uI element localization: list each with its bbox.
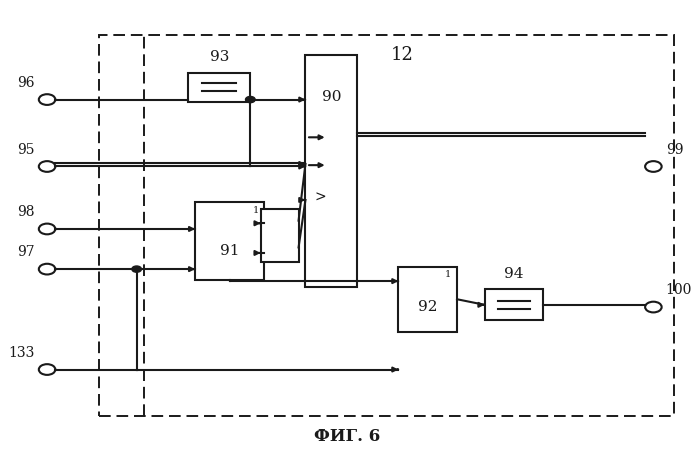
Text: 95: 95 [17, 143, 35, 157]
Text: 92: 92 [418, 300, 438, 314]
Text: 91: 91 [220, 244, 240, 258]
Text: ФИГ. 6: ФИГ. 6 [314, 428, 380, 445]
Text: 99: 99 [665, 143, 684, 157]
Bar [195, 202, 264, 280]
Text: 133: 133 [8, 346, 35, 360]
Text: 1: 1 [445, 270, 452, 279]
Text: 12: 12 [391, 46, 413, 64]
Circle shape [132, 266, 141, 272]
Bar [305, 55, 357, 287]
Bar [188, 73, 250, 102]
Text: 94: 94 [504, 267, 524, 281]
Text: >: > [315, 191, 326, 205]
Bar [99, 35, 674, 416]
Text: 100: 100 [665, 283, 692, 297]
Text: 90: 90 [322, 90, 341, 104]
Text: 93: 93 [210, 50, 229, 64]
Text: 97: 97 [17, 245, 35, 260]
Text: 98: 98 [17, 205, 35, 219]
Text: 96: 96 [17, 76, 35, 90]
Bar [398, 267, 457, 332]
Bar [261, 209, 298, 262]
Circle shape [245, 97, 255, 103]
Bar [484, 289, 543, 321]
Text: 1: 1 [252, 206, 259, 215]
